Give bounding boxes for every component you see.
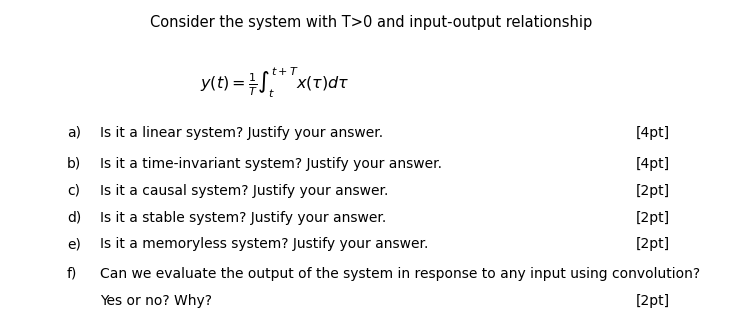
Text: e): e) (67, 237, 81, 251)
Text: Is it a memoryless system? Justify your answer.: Is it a memoryless system? Justify your … (100, 237, 429, 251)
Text: Yes or no? Why?: Yes or no? Why? (100, 294, 212, 308)
Text: [4pt]: [4pt] (635, 157, 669, 171)
Text: b): b) (67, 157, 81, 171)
Text: [2pt]: [2pt] (635, 237, 669, 251)
Text: Consider the system with T>0 and input-output relationship: Consider the system with T>0 and input-o… (150, 15, 593, 30)
Text: Is it a causal system? Justify your answer.: Is it a causal system? Justify your answ… (100, 184, 389, 198)
Text: d): d) (67, 211, 81, 225)
Text: Can we evaluate the output of the system in response to any input using convolut: Can we evaluate the output of the system… (100, 267, 701, 281)
Text: c): c) (67, 184, 80, 198)
Text: [2pt]: [2pt] (635, 211, 669, 225)
Text: Is it a stable system? Justify your answer.: Is it a stable system? Justify your answ… (100, 211, 386, 225)
Text: f): f) (67, 267, 77, 281)
Text: [4pt]: [4pt] (635, 126, 669, 140)
Text: a): a) (67, 126, 81, 140)
Text: Is it a time-invariant system? Justify your answer.: Is it a time-invariant system? Justify y… (100, 157, 442, 171)
Text: $y(t) = \frac{1}{T}\int_{t}^{t+T} x(\tau)d\tau$: $y(t) = \frac{1}{T}\int_{t}^{t+T} x(\tau… (200, 65, 350, 100)
Text: Is it a linear system? Justify your answer.: Is it a linear system? Justify your answ… (100, 126, 383, 140)
Text: [2pt]: [2pt] (635, 184, 669, 198)
Text: [2pt]: [2pt] (635, 294, 669, 308)
